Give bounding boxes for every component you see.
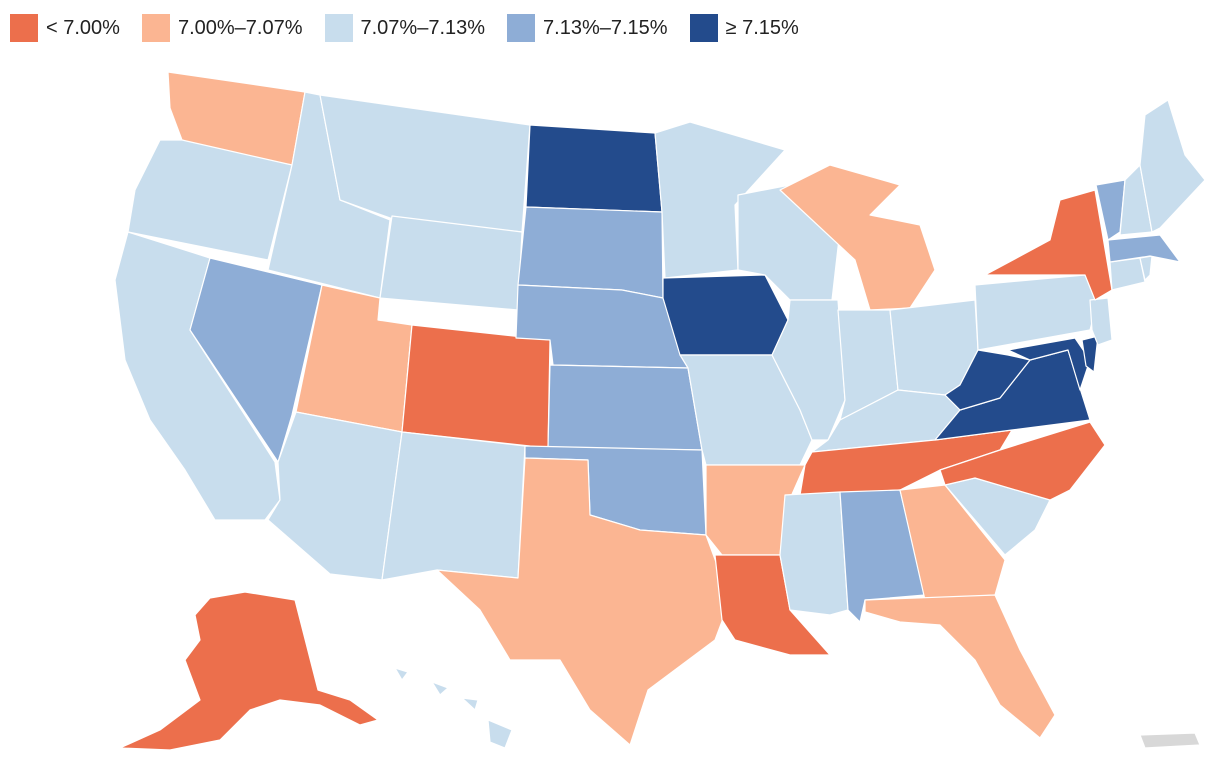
state-AK[interactable] (119, 591, 379, 751)
state-NM[interactable] (381, 431, 526, 581)
legend-label-ge715: ≥ 7.15% (725, 16, 799, 39)
state-CT[interactable] (1109, 257, 1146, 291)
legend-item-lt700[interactable]: < 7.00% (10, 14, 120, 42)
legend-item-707-713[interactable]: 7.07%–7.13% (324, 14, 486, 42)
states-layer (114, 71, 1206, 751)
state-ME[interactable] (1139, 99, 1206, 233)
legend-swatch-ge715 (689, 14, 718, 42)
legend-swatch-lt700 (10, 14, 38, 42)
state-DE[interactable] (1081, 335, 1099, 373)
state-TX[interactable] (436, 457, 731, 746)
legend-item-700-707[interactable]: 7.00%–7.07% (141, 14, 303, 42)
state-MS[interactable] (779, 491, 849, 616)
state-ND[interactable] (525, 124, 663, 213)
state-WV[interactable] (944, 349, 1031, 411)
legend-swatch-707-713 (324, 14, 353, 42)
state-AZ[interactable] (267, 411, 403, 581)
state-FL[interactable] (864, 594, 1056, 739)
state-WY[interactable] (379, 215, 523, 311)
legend-item-ge715[interactable]: ≥ 7.15% (689, 14, 799, 42)
legend: < 7.00% 7.00%–7.07% 7.07%–7.13% 7.13%–7.… (10, 12, 799, 44)
state-CO[interactable] (401, 324, 551, 449)
legend-swatch-700-707 (141, 14, 170, 42)
state-NY[interactable] (984, 189, 1113, 301)
state-NV[interactable] (189, 257, 323, 463)
legend-label-lt700: < 7.00% (46, 16, 120, 39)
state-GA[interactable] (899, 484, 1006, 601)
state-MD[interactable] (1007, 337, 1091, 391)
state-NC[interactable] (939, 421, 1106, 501)
legend-swatch-713-715 (507, 14, 536, 42)
state-MA[interactable] (1107, 234, 1181, 263)
state-MI[interactable] (779, 164, 936, 311)
state-NJ[interactable] (1089, 297, 1113, 346)
legend-label-707-713: 7.07%–7.13% (360, 16, 486, 39)
state-PA[interactable] (974, 274, 1099, 351)
territory-PR[interactable] (1139, 732, 1201, 749)
legend-label-700-707: 7.00%–7.07% (177, 16, 303, 39)
state-MN[interactable] (654, 121, 786, 279)
state-SD[interactable] (517, 206, 664, 299)
legend-label-713-715: 7.13%–7.15% (543, 16, 668, 39)
state-HI[interactable] (394, 667, 513, 749)
state-IA[interactable] (662, 274, 789, 356)
state-KS[interactable] (547, 364, 703, 451)
legend-item-713-715[interactable]: 7.13%–7.15% (507, 14, 668, 42)
